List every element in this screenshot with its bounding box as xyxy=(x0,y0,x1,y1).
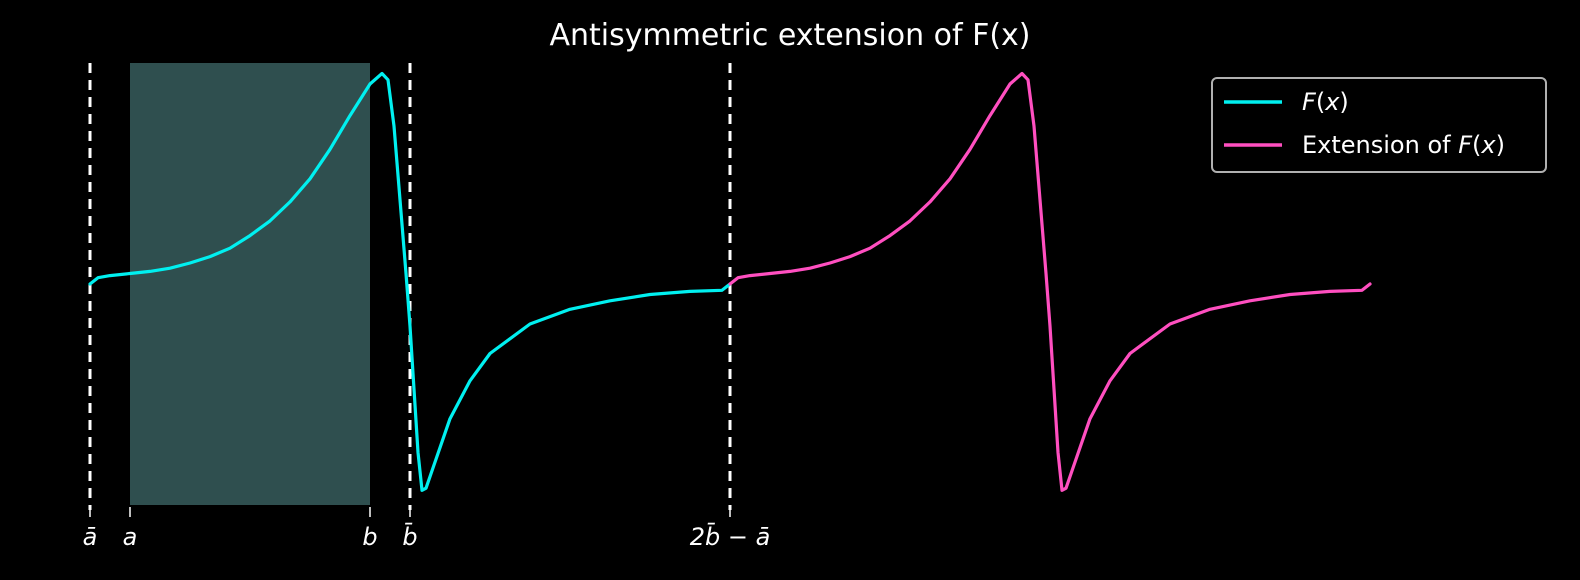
x-tick-label-1: a xyxy=(123,523,138,551)
series-line-0 xyxy=(88,71,732,492)
x-ticks-layer: ā a b b̄ 2b̄ − ā xyxy=(83,507,771,551)
legend-frame xyxy=(1211,77,1547,173)
x-tick-label-2: b xyxy=(362,523,377,551)
shaded-region-layer xyxy=(130,63,370,505)
series-line-1 xyxy=(728,71,1372,492)
x-tick-label-3: b̄ xyxy=(402,522,417,551)
legend: F(x) Extension of F(x) xyxy=(1211,77,1547,173)
x-tick-label-4: 2b̄ − ā xyxy=(690,522,771,551)
chart-title: Antisymmetric extension of F(x) xyxy=(549,18,1030,53)
series-layer xyxy=(88,71,1372,492)
legend-label-extension: Extension of F(x) xyxy=(1302,131,1505,159)
vertical-lines-layer xyxy=(88,63,732,510)
legend-label-f: F(x) xyxy=(1302,88,1349,116)
shaded-region xyxy=(130,63,370,505)
x-tick-label-0: ā xyxy=(83,523,98,551)
